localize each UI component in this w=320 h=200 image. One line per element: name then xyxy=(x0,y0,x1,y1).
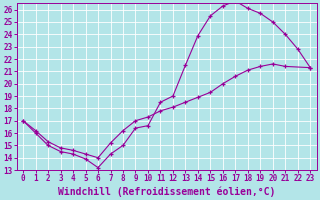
X-axis label: Windchill (Refroidissement éolien,°C): Windchill (Refroidissement éolien,°C) xyxy=(58,186,276,197)
